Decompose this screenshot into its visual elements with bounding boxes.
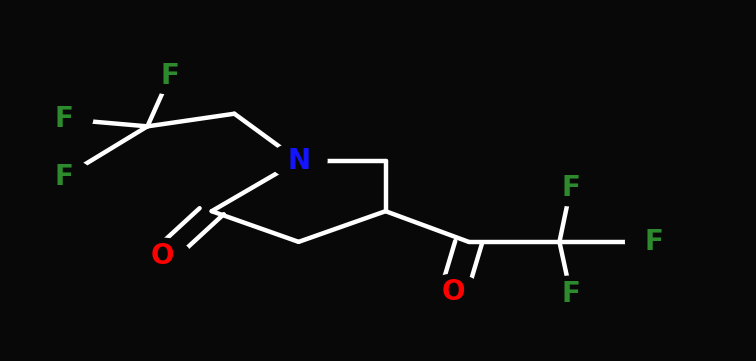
Text: F: F [645,228,663,256]
Ellipse shape [425,274,482,310]
Ellipse shape [270,143,327,179]
Text: F: F [55,105,73,133]
Text: N: N [287,147,310,175]
Text: O: O [442,278,466,306]
Ellipse shape [135,238,191,274]
Ellipse shape [36,101,93,137]
Text: F: F [161,62,179,90]
Ellipse shape [542,170,599,206]
Text: O: O [150,242,175,270]
Text: F: F [562,280,580,308]
Ellipse shape [625,224,682,260]
Ellipse shape [36,159,93,195]
Ellipse shape [542,276,599,312]
Ellipse shape [142,58,198,94]
Text: F: F [562,174,580,202]
Text: F: F [55,163,73,191]
